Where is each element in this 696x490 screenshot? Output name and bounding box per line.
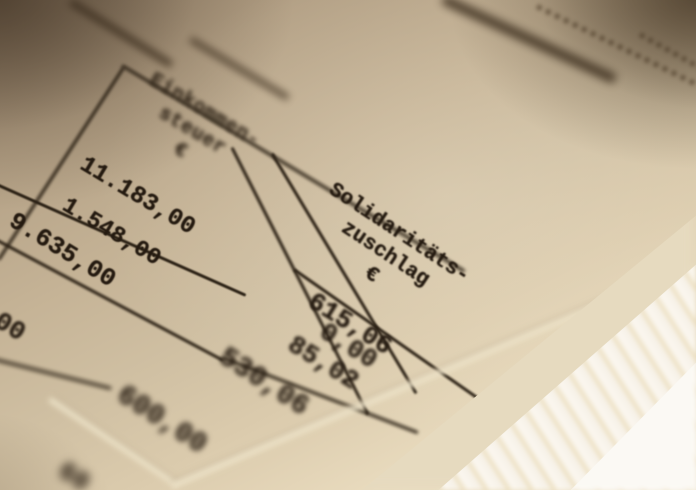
currency-symbol: € bbox=[359, 261, 383, 289]
bottom-edge-value-fragment: 60 bbox=[52, 455, 96, 490]
currency-symbol: € bbox=[168, 138, 192, 165]
blurred-text-smudge bbox=[440, 0, 618, 84]
row-border-under-third-value bbox=[0, 235, 224, 362]
blurred-text-smudge bbox=[68, 0, 174, 69]
row-border-bottom-left bbox=[0, 358, 112, 390]
cropped-value-fragment: 00 bbox=[0, 306, 31, 348]
blurred-text-smudge bbox=[188, 36, 291, 101]
